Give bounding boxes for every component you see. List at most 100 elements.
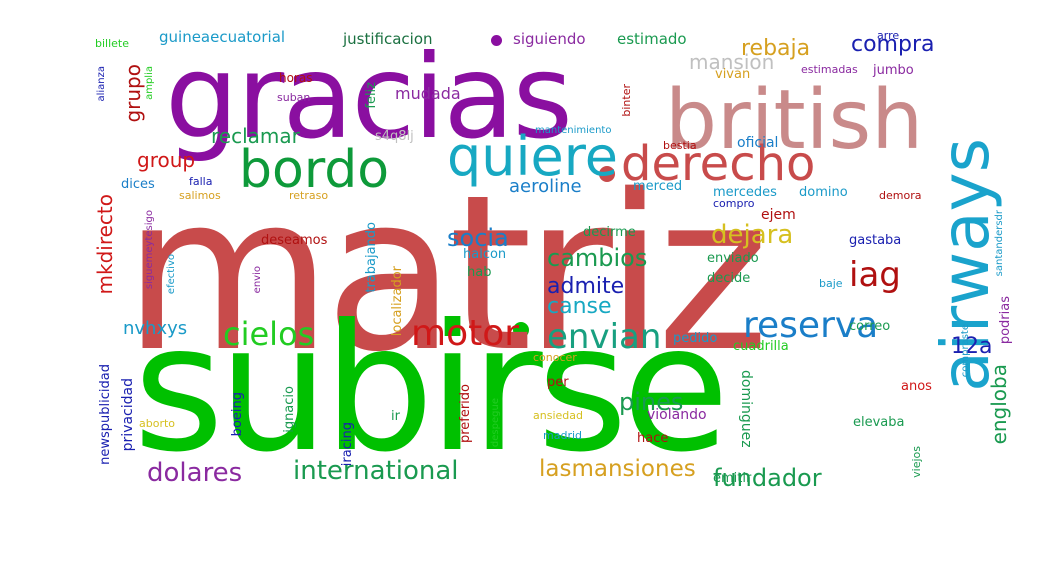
word-compraste: compraste [960,324,971,378]
word-reserva: reserva [743,305,879,346]
word-derecho: derecho [621,136,816,192]
word-enviado: enviado [707,251,759,266]
word-preferido: preferido [458,384,473,444]
word-engloba: engloba [987,364,1011,445]
word-madrid: madrid [543,429,582,442]
word-domino: domino [799,185,848,200]
word-compra: compra [851,32,935,57]
word-cielos: cielos [223,315,315,353]
word-boeing: boeing [230,392,245,437]
word-trabajando: trabajando [364,222,379,293]
word-british: british [665,73,924,168]
word-retraso: retraso [289,189,329,202]
word-mercedes: mercedes [713,185,777,200]
word-estimado: estimado [617,30,687,48]
word-feliz: feliz [364,82,379,109]
word-canse: canse [547,294,612,319]
word-deseamos: deseamos [261,233,328,248]
word-santandersdr: santandersdr [994,210,1005,277]
word-viejos: viejos [910,446,923,478]
word-gastaba: gastaba [849,233,902,248]
word-ansiedad: ansiedad [533,409,583,422]
word-alianza: alianza [96,66,107,102]
word-falla: falla [189,175,213,188]
word-envio: envio [252,266,263,294]
word-iag: iag [849,255,901,295]
word-dominguez: dominguez [738,370,754,448]
word-siguiendo: siguiendo [513,30,586,48]
word-siguemeytesigo: siguemeytesigo [144,210,155,290]
word-billete: billete [95,37,129,50]
word-mansion: mansion [689,50,775,74]
word-newspublicidad: newspublicidad [98,364,113,465]
word-mantenimiento: mantenimiento [535,125,612,136]
word-demora: demora [879,189,922,202]
word-subirse: subirse [133,288,730,491]
word-hace: hace [637,431,669,446]
word-aborto: aborto [139,417,176,430]
word-admite: admite [547,274,625,299]
word-group: group [137,148,196,172]
word-anos: anos [901,379,932,394]
word-aeroline: aeroline [509,176,582,197]
word-ejem: ejem [761,207,796,223]
word-pedido: pedido [673,331,718,346]
word-dolares: dolares [147,458,243,488]
word-bestia: bestia [663,139,697,152]
word-quiere: quiere [447,125,618,188]
word-decirme: decirme [583,225,636,240]
word-guineaecuatorial: guineaecuatorial [159,28,286,46]
word-matriz: matriz [123,148,769,399]
word-grupo: grupo [121,64,145,123]
word-ignacio: ignacio [282,386,297,433]
word-podrias: podrias [998,296,1013,345]
word-nvhxys: nvhxys [123,318,188,339]
word-binter: binter [620,84,633,117]
word-reclamar: reclamar [211,124,300,148]
word-elevaba: elevaba [853,415,905,430]
word-12a: 12a [951,334,993,359]
word-justificacion: justificacion [343,30,433,48]
word-gracias: gracias [165,30,573,165]
word-international: international [293,456,459,486]
word-merced: merced [633,179,683,194]
dot-marker [491,35,502,46]
word-despegue: despegue [490,398,501,448]
word-pines: pines [619,388,684,416]
word-salimos: salimos [179,189,221,202]
word-decide: decide [707,271,751,286]
word-emitir: emitir [713,471,752,486]
word-envian: envian [547,317,662,357]
word-jumbo: jumbo [873,63,914,78]
word-compro: compro [713,197,755,210]
word-iracing: iracing [340,422,355,467]
word-mudada: mudada [395,84,461,103]
word-estimadas: estimadas [801,63,858,76]
word-arre: arre [877,29,900,42]
word-vivan: vivan [715,67,751,82]
word-dices: dices [121,177,155,192]
word-conocer: conocer [533,351,577,364]
word-socia: socia [447,224,509,252]
word-hab: hab [467,265,492,280]
word-motor: motor [411,313,520,354]
word-dejara: dejara [711,220,794,250]
word-rebaja: rebaja [741,36,811,61]
word-cloud: matriz subirse gracias british airways q… [93,26,1028,496]
dot-marker [513,322,529,338]
word-fundador: fundador [713,464,822,492]
word-cambios: cambios [547,244,648,272]
word-correo: correo [849,319,891,334]
word-lasmansiones: lasmansiones [539,456,696,482]
word-mkdirecto: mkdirecto [93,194,117,295]
word-per: per [547,375,569,390]
word-ir: ir [391,409,400,424]
word-oficial: oficial [737,135,779,151]
word-localizador: localizador [390,266,405,337]
word-efectivo: efectivo [166,254,177,295]
word-privacidad: privacidad [120,378,136,452]
word-suban: suban [277,91,311,104]
word-baje: baje [819,277,843,290]
word-violando: violando [647,407,707,423]
